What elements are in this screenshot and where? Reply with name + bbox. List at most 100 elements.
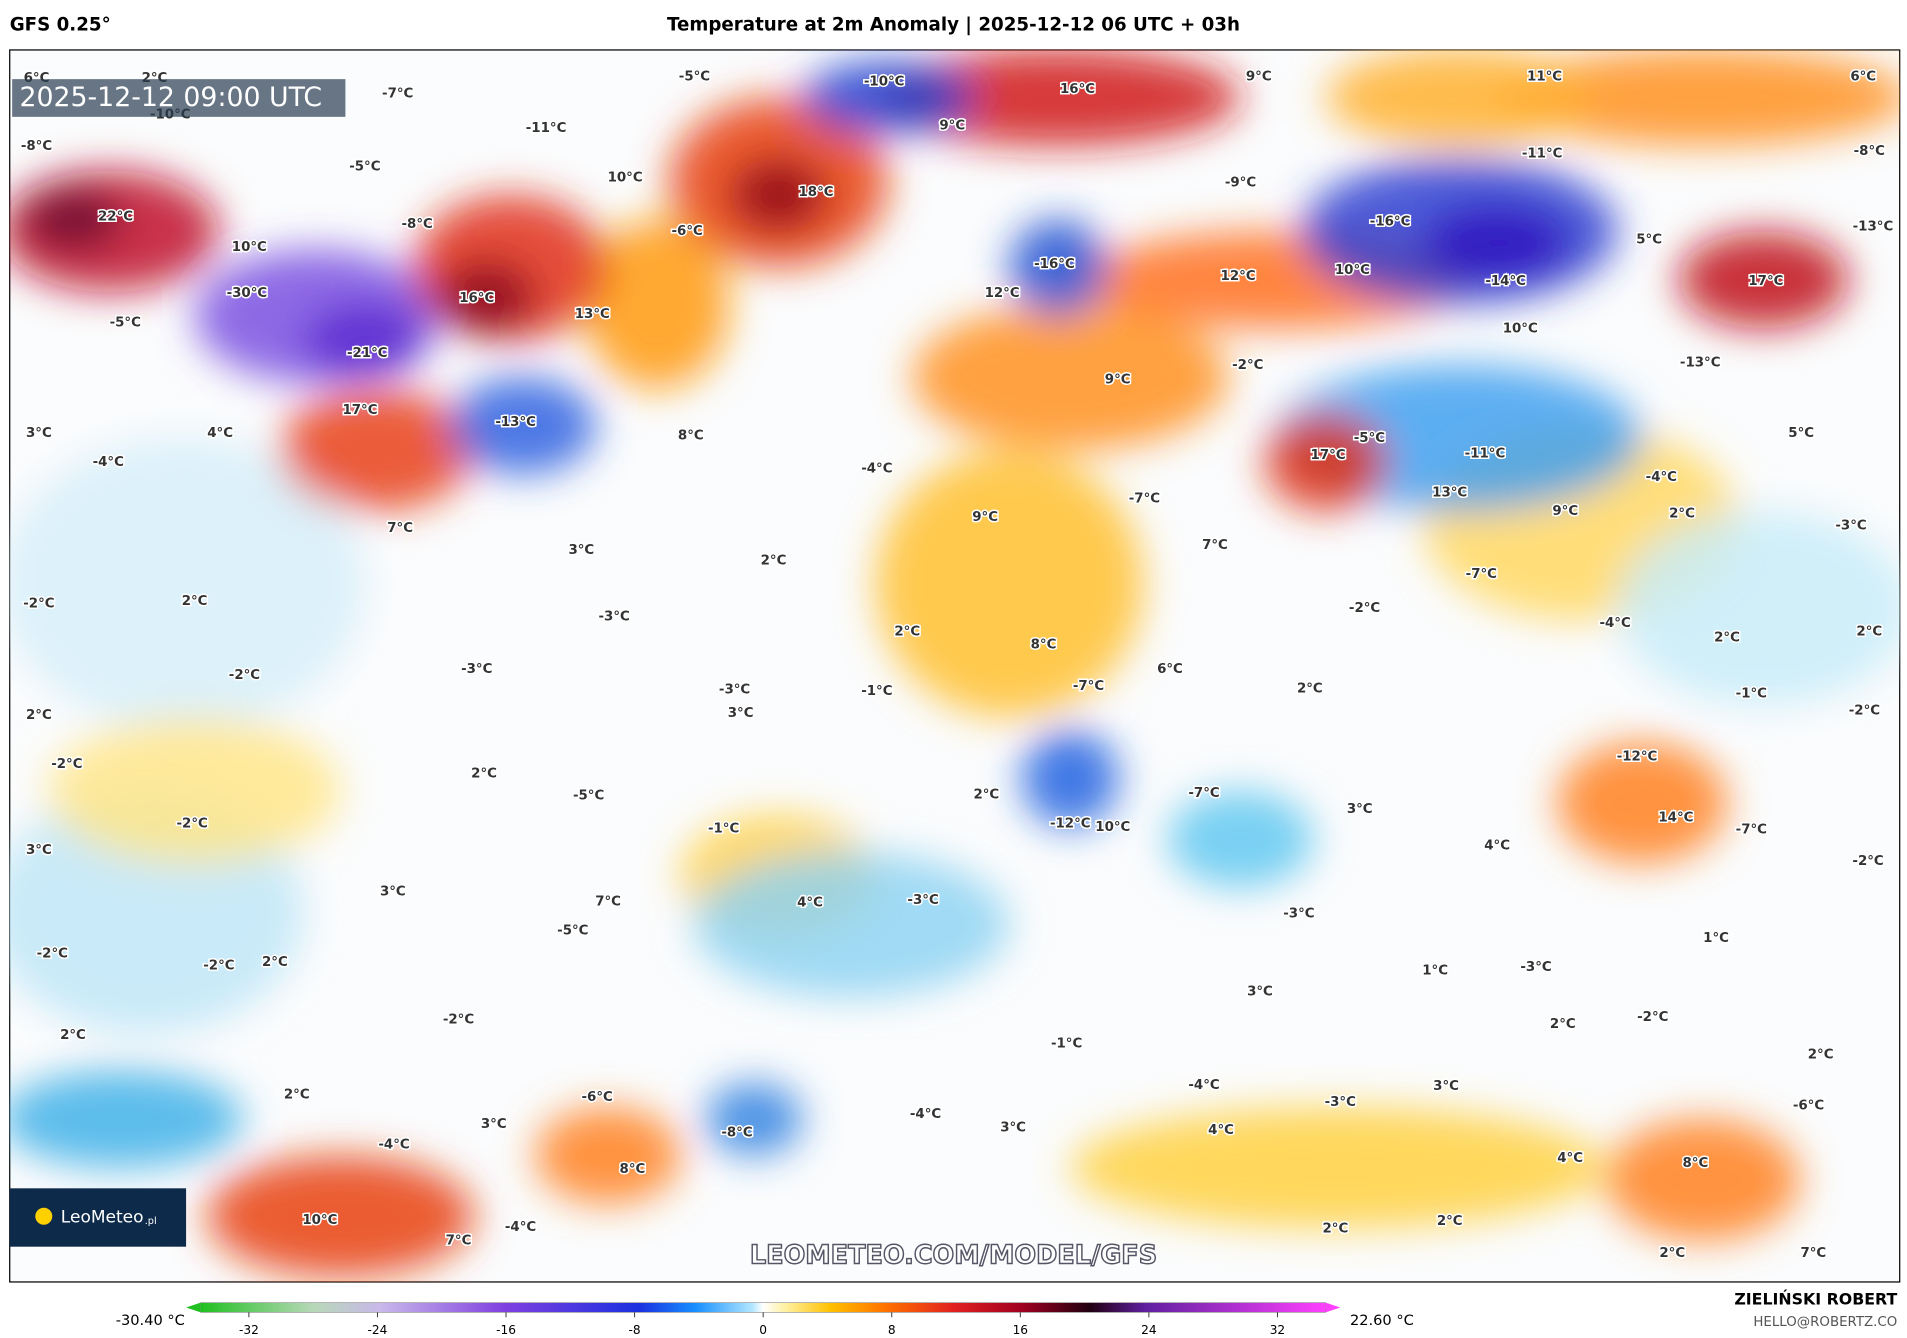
- logo-sun: [35, 1207, 53, 1225]
- map-label: -9°C: [1225, 176, 1256, 191]
- map-label: 12°C: [1221, 269, 1256, 284]
- map-label: 8°C: [1682, 1156, 1708, 1171]
- map-label: -3°C: [599, 610, 630, 625]
- map-label: -11°C: [1465, 447, 1506, 462]
- map-label: -11°C: [526, 121, 567, 136]
- colorbar-tick-label: 24: [1141, 1323, 1157, 1337]
- map-label: 2°C: [761, 554, 787, 569]
- map-label: -12°C: [1617, 750, 1658, 765]
- map-label: 8°C: [1031, 638, 1057, 653]
- map-label: 17°C: [1311, 448, 1346, 463]
- map-label: 6°C: [1850, 70, 1876, 85]
- anomaly-patch: [1678, 231, 1849, 329]
- map-label: 2°C: [262, 955, 288, 970]
- map-label: -3°C: [1520, 960, 1551, 975]
- map-label: -13°C: [1853, 219, 1894, 234]
- anomaly-patch: [535, 1106, 682, 1205]
- map-label: 3°C: [1433, 1079, 1459, 1094]
- map-label: -3°C: [1283, 906, 1314, 921]
- map-label: -5°C: [349, 160, 380, 175]
- map-label: 3°C: [1247, 984, 1273, 999]
- anomaly-patch: [1167, 790, 1314, 888]
- map-label: 1°C: [1703, 931, 1729, 946]
- map-label: -4°C: [378, 1138, 409, 1153]
- map-label: -14°C: [1485, 274, 1526, 289]
- map-label: 3°C: [26, 426, 52, 441]
- anomaly-patch: [304, 304, 426, 378]
- map-label: 2°C: [1437, 1214, 1463, 1229]
- map-label: 12°C: [985, 286, 1020, 301]
- map-label: -5°C: [557, 923, 588, 938]
- map-label: 3°C: [1000, 1121, 1026, 1136]
- map-label: 11°C: [1527, 70, 1562, 85]
- map-label: -7°C: [1129, 492, 1160, 507]
- map-title: Temperature at 2m Anomaly | 2025-12-12 0…: [667, 15, 1240, 36]
- map-label: 1°C: [1422, 964, 1448, 979]
- map-label: 14°C: [1658, 810, 1693, 825]
- author: ZIELIŃSKI ROBERT: [1734, 1290, 1897, 1309]
- anomaly-patch: [875, 49, 1241, 147]
- map-label: -8°C: [1854, 144, 1885, 159]
- map-label: -2°C: [1637, 1010, 1668, 1025]
- map-label: 3°C: [380, 885, 406, 900]
- colorbar-tick-label: -8: [629, 1323, 641, 1337]
- map-label: -2°C: [1232, 358, 1263, 373]
- map-label: 10°C: [608, 171, 643, 186]
- map-label: 13°C: [1432, 486, 1467, 501]
- map-label: -5°C: [1354, 431, 1385, 446]
- map-label: 13°C: [575, 307, 610, 322]
- anomaly-patch: [729, 158, 828, 232]
- map-label: -7°C: [1736, 823, 1767, 838]
- map-label: -4°C: [505, 1220, 536, 1235]
- map-label: 4°C: [1557, 1151, 1583, 1166]
- anomaly-patch: [9, 437, 365, 730]
- map-label: 2°C: [182, 594, 208, 609]
- map-label: 3°C: [26, 843, 52, 858]
- map-label: 8°C: [678, 428, 704, 443]
- map-labels: 6°C2°C-7°C-10°C-8°C-5°C-10°C16°C9°C11°C6…: [19, 68, 1894, 1262]
- time-box: [12, 79, 346, 117]
- anomaly-patch: [24, 188, 122, 250]
- map-label: 2°C: [1322, 1221, 1348, 1236]
- map-label: 3°C: [568, 543, 594, 558]
- anomaly-field: [9, 49, 1900, 1278]
- map-label: 10°C: [1095, 820, 1130, 835]
- anomaly-patch: [1021, 729, 1119, 828]
- map-label: 9°C: [1105, 373, 1131, 388]
- map-label: -4°C: [1599, 616, 1630, 631]
- map-label: -4°C: [93, 455, 124, 470]
- map-label: 7°C: [1202, 538, 1228, 553]
- map-label: 10°C: [232, 240, 267, 255]
- anomaly-patch: [705, 1082, 803, 1156]
- map-label: 2°C: [1297, 681, 1323, 696]
- map-label: -21°C: [347, 346, 388, 361]
- colorbar-tick-label: 0: [759, 1323, 767, 1337]
- colorbar-end: [1325, 1302, 1341, 1313]
- map-label: -1°C: [861, 684, 892, 699]
- colorbar-min: -30.40 °C: [116, 1312, 185, 1329]
- colorbar-max: 22.60 °C: [1350, 1312, 1414, 1329]
- map-label: 7°C: [1800, 1246, 1826, 1261]
- anomaly-patch: [802, 60, 973, 134]
- map-label: -8°C: [721, 1125, 752, 1140]
- map-label: -4°C: [1188, 1078, 1219, 1093]
- map-label: -2°C: [37, 947, 68, 962]
- map-label: 10°C: [1335, 263, 1370, 278]
- map-label: -3°C: [461, 662, 492, 677]
- anomaly-patch: [1009, 219, 1107, 317]
- map-label: -7°C: [1188, 786, 1219, 801]
- map-label: 9°C: [972, 510, 998, 525]
- anomaly-patch: [9, 1070, 244, 1168]
- map-label: -6°C: [671, 224, 702, 239]
- map-label: 2°C: [471, 767, 497, 782]
- map-label: 2°C: [1808, 1048, 1834, 1063]
- anomaly-patch: [1422, 206, 1569, 280]
- map-label: 2°C: [1714, 630, 1740, 645]
- map-label: 2°C: [26, 708, 52, 723]
- map-label: 2°C: [60, 1028, 86, 1043]
- map-label: -2°C: [176, 816, 207, 831]
- logo-text: LeoMeteo: [61, 1208, 144, 1228]
- map-label: -7°C: [382, 87, 413, 102]
- map-label: -2°C: [51, 757, 82, 772]
